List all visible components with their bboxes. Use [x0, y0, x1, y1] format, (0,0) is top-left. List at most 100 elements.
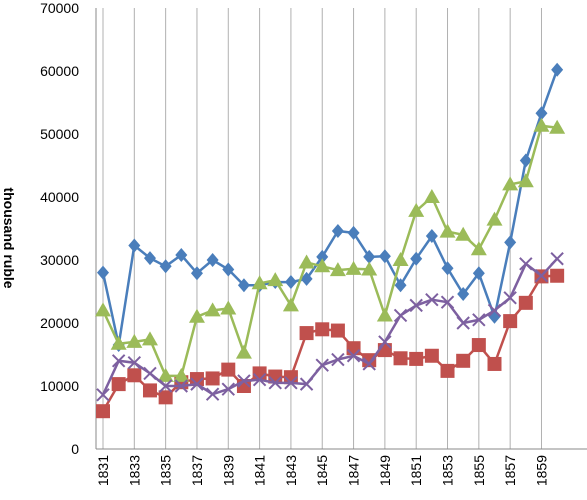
- series-3: [95, 117, 566, 382]
- data-point-square: [142, 383, 157, 398]
- x-tick-label: 1831: [95, 455, 111, 486]
- y-tick-label: 70000: [40, 0, 79, 16]
- data-point-square: [456, 353, 471, 368]
- data-point-square: [518, 295, 533, 310]
- data-point-square: [299, 326, 314, 341]
- data-point-x: [221, 382, 235, 396]
- data-point-x: [362, 357, 376, 371]
- series-group: [95, 62, 566, 419]
- data-point-x: [393, 308, 408, 323]
- x-tick-label: 1841: [252, 455, 268, 486]
- data-point-x: [143, 366, 157, 381]
- data-point-x: [284, 376, 298, 390]
- data-point-x: [331, 352, 345, 367]
- series-line: [101, 257, 559, 396]
- series-2: [96, 268, 565, 419]
- data-point-diamond: [222, 262, 235, 277]
- data-point-diamond: [128, 238, 141, 253]
- data-point-x: [315, 358, 329, 372]
- data-point-square: [503, 314, 518, 329]
- data-point-triangle: [188, 308, 205, 323]
- data-point-triangle: [423, 189, 440, 203]
- data-point-diamond: [425, 229, 438, 244]
- data-point-triangle: [392, 252, 409, 266]
- data-point-diamond: [551, 62, 564, 77]
- data-point-triangle: [533, 117, 550, 132]
- x-tick-label: 1857: [502, 455, 518, 486]
- data-point-x: [487, 303, 502, 318]
- data-point-triangle: [235, 344, 252, 359]
- data-point-x: [96, 388, 110, 402]
- data-point-triangle: [517, 173, 534, 188]
- data-point-square: [487, 356, 502, 371]
- axes: [95, 8, 587, 450]
- data-point-diamond: [363, 249, 376, 264]
- data-point-diamond: [237, 278, 250, 293]
- data-point-triangle: [204, 302, 221, 317]
- data-point-x: [237, 374, 251, 388]
- data-point-x: [519, 257, 533, 271]
- x-tick-label: 1849: [377, 455, 393, 486]
- data-point-square: [205, 371, 220, 386]
- data-point-diamond: [472, 266, 485, 281]
- data-point-triangle: [361, 261, 378, 276]
- data-point-triangle: [314, 258, 331, 273]
- data-point-square: [362, 353, 377, 368]
- data-point-triangle: [329, 262, 346, 277]
- data-point-diamond: [97, 265, 109, 280]
- y-tick-label: 10000: [40, 378, 79, 394]
- data-point-x: [268, 376, 282, 390]
- data-point-x: [174, 379, 189, 393]
- y-tick-label: 50000: [40, 126, 79, 142]
- data-point-diamond: [190, 266, 203, 281]
- x-tick-label: 1845: [314, 455, 330, 486]
- data-point-x: [190, 377, 204, 391]
- x-tick-label: 1859: [533, 455, 549, 486]
- data-point-square: [440, 363, 455, 378]
- data-point-diamond: [175, 247, 188, 262]
- data-point-triangle: [110, 335, 127, 350]
- data-point-x: [425, 292, 439, 307]
- y-tick-label: 30000: [40, 252, 79, 268]
- data-point-square: [424, 348, 439, 363]
- data-point-square: [127, 368, 142, 383]
- data-point-triangle: [408, 202, 425, 217]
- data-point-square: [550, 268, 565, 283]
- data-point-triangle: [455, 226, 472, 241]
- series-4: [96, 252, 564, 402]
- y-tick-labels: 0 10000 20000 30000 40000 50000 60000 70000: [40, 0, 79, 457]
- data-point-x: [111, 354, 126, 368]
- data-point-x: [440, 295, 455, 309]
- data-point-x: [299, 377, 314, 391]
- data-point-x: [127, 355, 142, 370]
- data-point-diamond: [378, 249, 391, 264]
- data-point-diamond: [504, 235, 517, 250]
- data-point-x: [456, 316, 470, 330]
- data-point-triangle: [251, 275, 268, 290]
- data-point-x: [205, 387, 220, 401]
- data-point-x: [378, 335, 392, 349]
- data-point-triangle: [486, 211, 503, 226]
- y-tick-label: 40000: [40, 189, 79, 205]
- x-tick-label: 1833: [126, 455, 142, 486]
- data-point-diamond: [394, 278, 407, 293]
- data-point-triangle: [157, 367, 174, 382]
- x-tick-label: 1853: [440, 455, 456, 486]
- data-point-x: [252, 372, 267, 387]
- data-point-triangle: [95, 302, 111, 317]
- data-point-square: [189, 372, 204, 387]
- data-point-triangle: [345, 260, 362, 275]
- data-point-x: [534, 269, 549, 283]
- data-point-x: [346, 349, 361, 363]
- data-point-triangle: [220, 300, 237, 315]
- data-point-triangle: [376, 307, 393, 322]
- data-point-square: [111, 377, 126, 392]
- data-point-square: [393, 351, 408, 366]
- data-point-square: [409, 351, 424, 366]
- data-point-diamond: [441, 261, 454, 276]
- data-point-square: [158, 390, 173, 405]
- data-point-triangle: [126, 333, 143, 348]
- data-point-diamond: [535, 106, 548, 121]
- data-point-diamond: [143, 251, 156, 266]
